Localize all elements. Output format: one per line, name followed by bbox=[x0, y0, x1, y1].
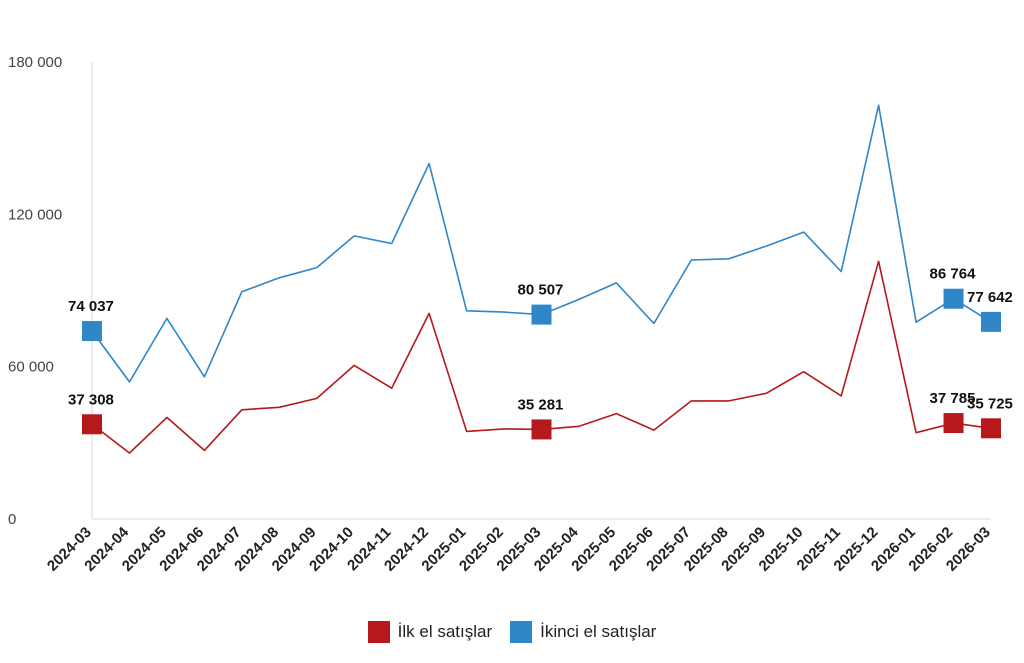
y-tick-label: 60 000 bbox=[8, 359, 54, 376]
data-point-marker bbox=[531, 419, 552, 440]
data-point-marker bbox=[531, 304, 552, 325]
data-point-marker bbox=[82, 414, 102, 435]
legend-label-series-0: İlk el satışlar bbox=[397, 622, 493, 641]
data-point-marker bbox=[981, 418, 1001, 439]
data-point-marker bbox=[981, 311, 1001, 332]
data-label: 86 764 bbox=[930, 266, 977, 283]
data-label: 37 785 bbox=[930, 390, 976, 407]
data-point-marker bbox=[943, 288, 964, 309]
data-label: 35 725 bbox=[967, 395, 1013, 412]
data-point-marker bbox=[943, 413, 964, 434]
legend-swatch-series-1 bbox=[510, 621, 533, 643]
legend-item-series-0: İlk el satışlar bbox=[367, 621, 493, 643]
data-point-marker bbox=[82, 321, 102, 342]
data-label: 35 281 bbox=[518, 396, 564, 413]
legend-swatch-series-0 bbox=[367, 621, 390, 643]
y-tick-label: 0 bbox=[8, 511, 16, 528]
data-label: 74 037 bbox=[68, 298, 114, 315]
legend-item-series-1: İkinci el satışlar bbox=[510, 621, 656, 643]
data-label: 80 507 bbox=[518, 282, 564, 299]
data-label: 77 642 bbox=[967, 289, 1013, 306]
series-markers bbox=[82, 288, 1001, 440]
legend: İlk el satışlar İkinci el satışlar bbox=[0, 621, 1024, 643]
legend-label-series-1: İkinci el satışlar bbox=[540, 622, 657, 641]
y-tick-label: 120 000 bbox=[8, 206, 62, 223]
y-tick-label: 180 000 bbox=[8, 54, 62, 71]
data-label: 37 308 bbox=[68, 391, 114, 408]
